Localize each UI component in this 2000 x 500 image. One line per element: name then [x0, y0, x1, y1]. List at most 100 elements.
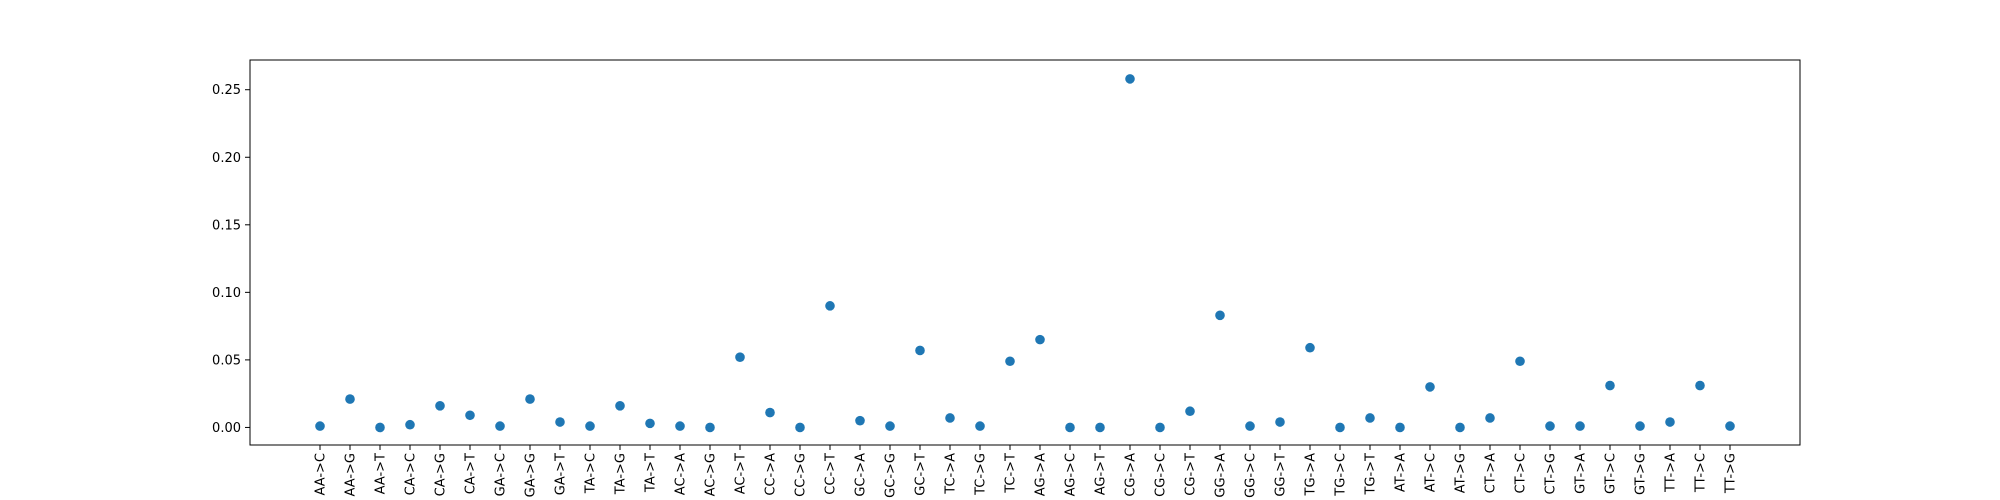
x-tick-label: AG->C	[1064, 453, 1079, 496]
x-tick-label: CT->G	[1544, 453, 1559, 494]
x-tick-label: AC->G	[704, 453, 719, 496]
x-tick-label: TT->C	[1694, 453, 1709, 493]
y-tick-label: 0.05	[212, 353, 241, 368]
data-point	[435, 401, 445, 411]
data-point	[1365, 413, 1375, 423]
x-tick-label: CA->C	[404, 453, 419, 495]
plot-frame	[249, 59, 1801, 446]
data-point	[1335, 422, 1345, 433]
x-tick-label: GT->A	[1574, 453, 1589, 494]
data-point	[795, 422, 805, 433]
x-tick-label: AT->G	[1454, 453, 1469, 493]
data-point	[1725, 421, 1735, 431]
data-point	[1575, 421, 1585, 431]
x-tick-label: CT->C	[1514, 453, 1529, 494]
data-point	[1635, 421, 1645, 431]
x-tick-label: AA->T	[374, 453, 389, 494]
y-tick-label: 0.10	[212, 286, 241, 301]
data-point	[495, 421, 505, 431]
x-tick-label: GG->T	[1274, 453, 1289, 497]
data-point	[1545, 421, 1555, 431]
data-point	[645, 418, 655, 429]
data-point	[1035, 334, 1045, 345]
data-point	[855, 415, 865, 426]
y-tick-label: 0.00	[212, 421, 241, 436]
x-axis: AA->C AA->G AA->T CA->C CA->G CA->T GA->C GA->G…	[314, 445, 1739, 498]
data-point	[1245, 421, 1255, 431]
data-point	[465, 410, 475, 421]
data-point	[1065, 422, 1075, 433]
x-tick-label: TT->A	[1664, 453, 1679, 493]
data-point	[315, 421, 325, 431]
x-tick-label: CG->T	[1184, 453, 1199, 496]
x-tick-label: GG->A	[1214, 453, 1229, 498]
y-axis: 0.00 0.05 0.10 0.15 0.20 0.25	[212, 83, 250, 436]
x-tick-label: TA->T	[644, 453, 659, 493]
data-point	[615, 401, 625, 411]
x-tick-label: GA->C	[494, 453, 509, 496]
data-point	[1095, 422, 1105, 433]
x-tick-label: GT->G	[1634, 453, 1649, 495]
x-tick-label: CA->T	[464, 453, 479, 494]
data-points	[315, 74, 1735, 433]
data-point	[1605, 380, 1615, 391]
x-tick-label: CC->T	[824, 453, 839, 495]
x-tick-label: AC->T	[734, 453, 749, 494]
x-tick-label: CC->A	[764, 453, 779, 496]
data-point	[675, 421, 685, 431]
x-tick-label: AC->A	[674, 453, 689, 495]
data-point	[705, 422, 715, 433]
x-tick-label: AG->T	[1094, 453, 1109, 495]
y-tick-label: 0.20	[212, 151, 241, 166]
x-tick-label: TA->G	[614, 453, 629, 495]
x-tick-label: AA->C	[314, 453, 329, 496]
data-point	[945, 413, 955, 423]
data-point	[525, 394, 535, 404]
data-point	[1695, 380, 1705, 391]
data-point	[1665, 417, 1675, 427]
x-tick-label: TT->G	[1724, 453, 1739, 494]
x-tick-label: TA->C	[584, 453, 599, 494]
y-tick-label: 0.15	[212, 218, 241, 233]
x-tick-label: GA->G	[524, 453, 539, 497]
data-point	[915, 345, 925, 356]
x-tick-label: GT->C	[1604, 453, 1619, 494]
x-tick-label: CA->G	[434, 453, 449, 496]
data-point	[1155, 422, 1165, 433]
data-point	[345, 394, 355, 404]
data-point	[1485, 413, 1495, 423]
data-point	[1395, 422, 1405, 433]
data-point	[885, 421, 895, 431]
x-tick-label: GC->G	[884, 453, 899, 498]
x-tick-label: TC->G	[974, 453, 989, 496]
data-point	[1305, 342, 1315, 353]
data-point	[1275, 417, 1285, 427]
x-tick-label: TC->A	[944, 453, 959, 495]
data-point	[1005, 356, 1015, 367]
x-tick-label: AG->A	[1034, 453, 1049, 496]
x-tick-label: AT->C	[1424, 453, 1439, 492]
x-tick-label: CG->A	[1124, 453, 1139, 497]
x-tick-label: TG->A	[1304, 453, 1319, 497]
data-point	[1425, 382, 1435, 392]
data-point	[375, 422, 385, 433]
data-point	[765, 407, 775, 418]
y-tick-label: 0.25	[212, 83, 241, 98]
data-point	[735, 352, 745, 362]
x-tick-label: TG->T	[1364, 453, 1379, 496]
x-tick-label: CC->G	[794, 453, 809, 497]
x-tick-label: TG->C	[1334, 453, 1349, 497]
x-tick-label: AA->G	[344, 453, 359, 497]
x-tick-label: GG->C	[1244, 453, 1259, 498]
data-point	[1215, 310, 1225, 321]
data-point	[1185, 406, 1195, 417]
data-point	[1125, 74, 1135, 84]
x-tick-label: TC->T	[1004, 453, 1019, 494]
x-tick-label: GC->A	[854, 453, 869, 497]
data-point	[585, 421, 595, 431]
x-tick-label: GA->T	[554, 453, 569, 495]
data-point	[1455, 422, 1465, 433]
data-point	[1515, 356, 1525, 367]
